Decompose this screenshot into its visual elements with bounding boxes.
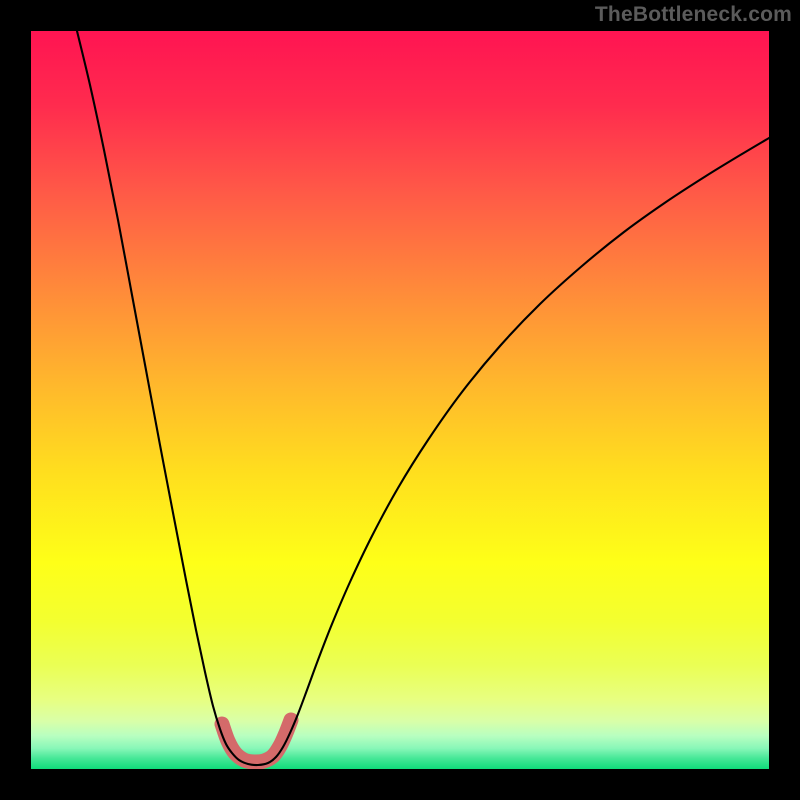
chart-container: TheBottleneck.com bbox=[0, 0, 800, 800]
plot-background-gradient bbox=[31, 31, 769, 769]
bottleneck-curve-chart bbox=[0, 0, 800, 800]
watermark-text: TheBottleneck.com bbox=[595, 3, 792, 27]
